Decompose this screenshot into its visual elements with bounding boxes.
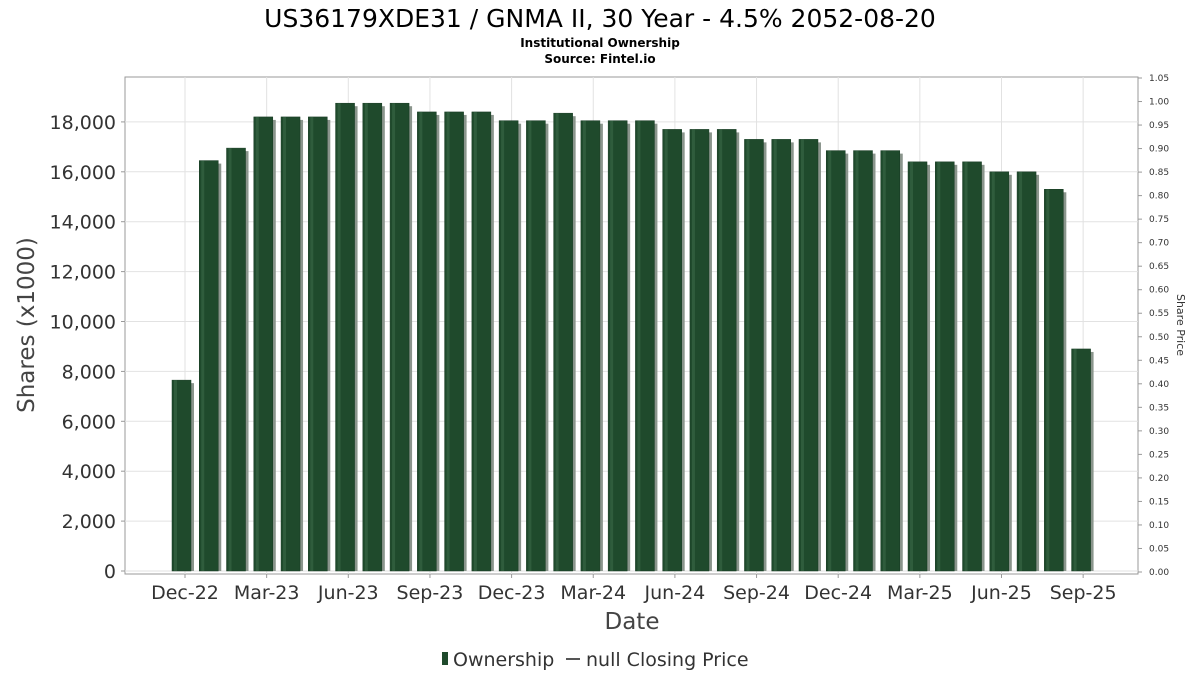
y2-tick-label: 0.60 [1149, 286, 1169, 296]
y2-tick-label: 1.05 [1149, 74, 1169, 84]
y2-tick-label: 1.00 [1149, 98, 1169, 108]
x-tick-label: Dec-22 [151, 582, 219, 604]
legend: Ownership null Closing Price [442, 649, 749, 671]
y-tick-label: 12,000 [50, 262, 116, 284]
bar-highlight [746, 139, 750, 572]
y2-tick-label: 0.20 [1149, 474, 1169, 484]
y-tick-label: 4,000 [62, 461, 116, 483]
y-tick-label: 2,000 [62, 511, 116, 533]
bar-highlight [610, 120, 614, 571]
y-tick-label: 0 [104, 561, 116, 583]
x-tick-label: Jun-24 [644, 582, 706, 604]
x-tick-label: Jun-25 [970, 582, 1032, 604]
bar-highlight [337, 103, 341, 572]
x-tick-label: Dec-24 [804, 582, 872, 604]
bar-highlight [800, 139, 804, 572]
bar-highlight [691, 129, 695, 572]
y-axis-ticks: 0 2,000 4,000 6,000 8,000 10,000 12,000 14,000 1… [50, 112, 125, 583]
bar-highlight [855, 150, 859, 571]
y-tick-label: 6,000 [62, 411, 116, 433]
y2-tick-label: 0.45 [1149, 356, 1169, 366]
y2-tick-label: 0.05 [1149, 544, 1169, 554]
y2-tick-label: 0.55 [1149, 309, 1169, 319]
y2-tick-label: 0.70 [1149, 239, 1169, 249]
bar-highlight [719, 129, 723, 572]
bar-highlight [501, 120, 505, 571]
y2-tick-label: 0.75 [1149, 215, 1169, 225]
x-axis-ticks: Dec-22 Mar-23 Jun-23 Sep-23 Dec-23 Mar-24 Jun-… [151, 574, 1117, 604]
bar-highlight [773, 139, 777, 572]
bar-highlight [937, 161, 941, 571]
y2-tick-label: 0.95 [1149, 121, 1169, 131]
bar-highlight [174, 380, 177, 571]
bar-highlight [582, 120, 586, 571]
bar-highlight [637, 120, 641, 571]
y2-tick-label: 0.50 [1149, 333, 1169, 343]
y-tick-label: 18,000 [50, 112, 116, 134]
y2-tick-label: 0.00 [1149, 568, 1169, 578]
y2-tick-label: 0.15 [1149, 497, 1169, 507]
bar-highlight [228, 148, 232, 571]
bar-highlight [528, 120, 532, 571]
x-tick-label: Dec-23 [478, 582, 546, 604]
bar-highlight [283, 116, 287, 571]
x-tick-label: Sep-23 [397, 582, 464, 604]
bar-highlight [419, 111, 423, 571]
y2-tick-label: 0.90 [1149, 145, 1169, 155]
bar-highlight [1073, 348, 1077, 571]
bar-highlight [910, 161, 914, 571]
y-axis-label: Shares (x1000) [14, 237, 40, 413]
bar-highlight [1019, 171, 1023, 571]
x-tick-label: Sep-25 [1050, 582, 1117, 604]
chart-title: US36179XDE31 / GNMA II, 30 Year - 4.5% 2… [264, 4, 936, 33]
chart-subtitle: Institutional Ownership [520, 36, 680, 50]
y2-tick-label: 0.65 [1149, 262, 1169, 272]
bars [171, 102, 1094, 572]
bar-highlight [310, 116, 314, 571]
y-tick-label: 8,000 [62, 361, 116, 383]
legend-label-ownership: Ownership [453, 649, 554, 671]
y-tick-label: 14,000 [50, 212, 116, 234]
bar-highlight [201, 160, 205, 571]
y2-tick-label: 0.85 [1149, 168, 1169, 178]
y2-tick-label: 0.10 [1149, 521, 1169, 531]
bar-highlight [882, 150, 886, 571]
bar-highlight [255, 116, 259, 571]
chart-source: Source: Fintel.io [544, 52, 655, 66]
legend-label-price: null Closing Price [586, 649, 749, 671]
y2-tick-label: 0.40 [1149, 380, 1169, 390]
x-tick-label: Mar-24 [560, 582, 626, 604]
y2-tick-label: 0.25 [1149, 450, 1169, 460]
bar-highlight [991, 171, 995, 571]
x-tick-label: Sep-24 [723, 582, 790, 604]
bar-highlight [392, 103, 396, 572]
y2-tick-label: 0.35 [1149, 403, 1169, 413]
bar-highlight [664, 129, 668, 572]
legend-swatch-ownership [442, 652, 448, 665]
x-tick-label: Jun-23 [317, 582, 379, 604]
x-axis-label: Date [605, 609, 660, 635]
y-tick-label: 16,000 [50, 162, 116, 184]
y2-tick-label: 0.80 [1149, 192, 1169, 202]
bar-highlight [964, 161, 968, 571]
bar-highlight [364, 103, 368, 572]
bar-highlight [555, 113, 559, 572]
y2-tick-label: 0.30 [1149, 427, 1169, 437]
x-tick-label: Mar-23 [234, 582, 300, 604]
y2-axis-ticks: 0.00 0.05 0.10 0.15 0.20 0.25 0.30 0.35 0.40 0.45… [1138, 74, 1169, 578]
bar-highlight [473, 111, 477, 571]
y2-axis-label: Share Price [1174, 294, 1187, 356]
plot-area [124, 76, 1139, 575]
x-tick-label: Mar-25 [887, 582, 953, 604]
y-tick-label: 10,000 [50, 312, 116, 334]
bar-highlight [446, 111, 450, 571]
bar-highlight [828, 150, 832, 571]
bar-highlight [1046, 189, 1050, 572]
